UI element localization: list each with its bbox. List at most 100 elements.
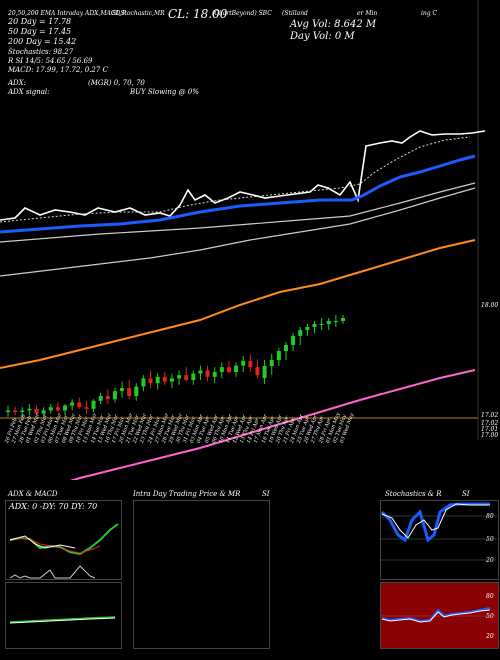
band-upper-line <box>0 182 476 243</box>
candle-body-28 <box>205 370 210 377</box>
candle-body-24 <box>177 375 182 379</box>
candle-body-20 <box>148 378 153 384</box>
price-axis-2: 17.02 <box>481 420 499 427</box>
buy-signal-label: BUY Slowing @ 0% <box>130 88 199 96</box>
adx-macd-title: ADX & MACD <box>8 490 58 498</box>
macd-white-line <box>9 617 116 624</box>
candle-body-19 <box>141 378 146 387</box>
stochastics-title: Stochastics & R <box>385 490 442 498</box>
adx-red-line <box>9 537 101 554</box>
candle-body-13 <box>98 396 103 401</box>
adx-signal-label: ADX signal: <box>8 88 50 96</box>
candle-body-30 <box>219 367 224 372</box>
avg-volume-label: Avg Vol: 8.642 M <box>290 19 377 30</box>
candle-body-40 <box>291 336 296 345</box>
adx-grey-line <box>9 565 96 579</box>
candle-body-21 <box>155 376 160 384</box>
candle-body-41 <box>298 330 303 336</box>
macd-label: MACD: 17.99, 17.72, 0.27 C <box>8 66 108 74</box>
rsi-white-line <box>381 609 491 623</box>
candle-body-22 <box>162 376 167 382</box>
price-axis-4: 17.00 <box>481 432 499 439</box>
adx-panel <box>5 500 122 580</box>
header-title-3: (ChartBeyond) SBC <box>212 10 272 17</box>
stoch-level-50: 50 <box>486 536 494 543</box>
signal-dotted-line <box>0 136 471 223</box>
header-title-2: SI,Stochastic,MR <box>112 10 165 17</box>
candle-body-39 <box>283 345 288 351</box>
ema50-label: 50 Day = 17.45 <box>8 27 72 36</box>
candle-body-26 <box>191 373 196 380</box>
ema50-line <box>0 154 476 234</box>
pink-line <box>69 369 476 480</box>
candle-body-9 <box>70 402 75 406</box>
stochastics-label: Stochastics: 98.27 <box>8 48 74 56</box>
candle-body-8 <box>63 405 68 411</box>
header-title-4: (Stilland <box>282 10 308 17</box>
candle-body-42 <box>305 327 310 330</box>
candle-body-4 <box>34 408 39 414</box>
price-axis-top: 18.00 <box>481 302 499 309</box>
candle-body-11 <box>84 407 89 409</box>
day-volume-label: Day Vol: 0 M <box>290 31 355 42</box>
ema200-line <box>0 239 476 369</box>
candle-body-3 <box>27 408 32 411</box>
adx-values: ADX: 0 -DY: 70 DY: 70 <box>9 502 98 511</box>
candle-body-32 <box>234 365 239 372</box>
main-price-chart <box>0 0 486 480</box>
candle-body-14 <box>105 396 110 400</box>
price-line <box>0 130 486 221</box>
candle-body-37 <box>269 360 274 366</box>
candle-body-45 <box>326 321 331 324</box>
candle-body-29 <box>212 372 217 377</box>
candle-body-7 <box>55 407 60 411</box>
intraday-si: SI <box>262 490 270 498</box>
adx-label: ADX: <box>8 79 27 87</box>
header-title-5: er Min <box>357 10 378 17</box>
stoch-blue-line <box>380 502 490 543</box>
candle-body-16 <box>120 388 125 392</box>
candle-body-27 <box>198 370 203 374</box>
candle-body-35 <box>255 367 260 376</box>
ema20-label: 20 Day = 17.78 <box>8 17 72 26</box>
candle-body-17 <box>127 388 132 396</box>
candle-body-0 <box>6 410 10 412</box>
close-price-label: CL: 18.00 <box>168 7 228 21</box>
rsi-level-20: 20 <box>486 633 494 640</box>
candle-body-31 <box>226 367 231 372</box>
stoch-level-80: 80 <box>486 513 494 520</box>
candle-body-10 <box>77 402 82 408</box>
candle-body-1 <box>13 410 18 412</box>
candle-body-23 <box>169 378 174 382</box>
stochastics-si: SI <box>462 490 470 498</box>
candle-body-6 <box>48 407 53 411</box>
candle-body-33 <box>241 360 246 366</box>
candle-body-2 <box>20 410 25 412</box>
rsi-label: R SI 14/5: 54.65 / 56.69 <box>8 57 93 65</box>
candle-body-46 <box>333 321 338 322</box>
candle-body-25 <box>184 375 189 380</box>
candle-body-47 <box>341 318 345 321</box>
intraday-panel <box>133 500 270 649</box>
ema200-label: 200 Day = 15.42 <box>8 37 77 46</box>
rsi-level-50: 50 <box>486 613 494 620</box>
stoch-level-20: 20 <box>486 557 494 564</box>
rsi-panel <box>380 582 499 649</box>
candle-body-15 <box>112 391 117 400</box>
mgr-label: (MGR) 0, 70, 70 <box>88 79 145 87</box>
price-axis-3: 17.01 <box>481 426 499 433</box>
candle-body-43 <box>312 324 317 327</box>
adx-white-line <box>9 535 76 549</box>
macd-green-line <box>9 616 116 623</box>
rsi-blue-line <box>381 607 491 623</box>
header-title-1: 20,50,200 EMA Intraday ADX,MACD,R <box>8 10 127 17</box>
candle-body-18 <box>134 386 139 396</box>
candle-body-12 <box>91 400 96 409</box>
candle-body-44 <box>319 324 324 325</box>
candle-body-38 <box>276 351 281 360</box>
stoch-white-line <box>381 503 490 539</box>
rsi-level-80: 80 <box>486 593 494 600</box>
candle-body-36 <box>262 366 267 378</box>
